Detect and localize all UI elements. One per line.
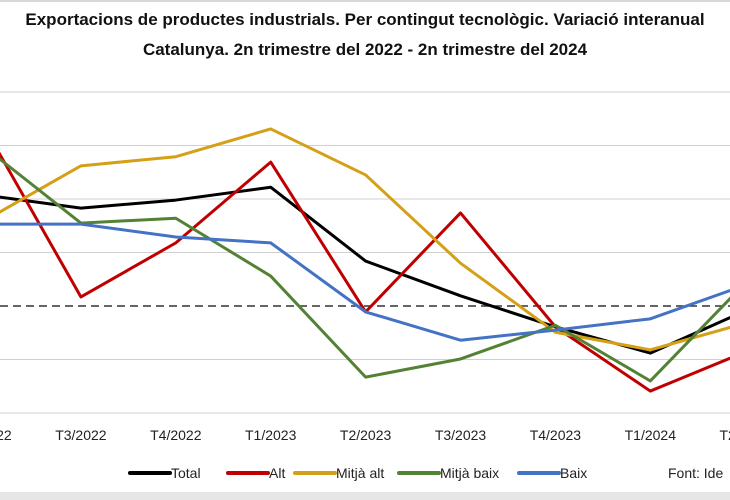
legend-label: Baix [560, 465, 587, 481]
x-tick-label: T4/2023 [530, 427, 582, 443]
x-tick-label: T4/2022 [150, 427, 202, 443]
chart-title: Exportacions de productes industrials. P… [25, 10, 705, 29]
series-lines [0, 127, 730, 393]
legend-label: Mitjà baix [440, 465, 499, 481]
x-tick-label: T2/2024 [720, 427, 730, 443]
x-tick-label: T2/2023 [340, 427, 392, 443]
legend-label: Mitjà alt [336, 465, 384, 481]
source-note: Font: Ide [668, 465, 723, 481]
series-line-2 [0, 127, 730, 352]
x-tick-label: T3/2022 [55, 427, 107, 443]
series-line-0 [0, 185, 730, 355]
series-line-3 [0, 157, 730, 383]
bottom-border [0, 492, 730, 500]
gridlines [0, 91, 730, 414]
top-border [0, 0, 730, 2]
legend-item: Mitjà baix [397, 465, 499, 481]
legend-label: Alt [269, 465, 285, 481]
legend: Total Alt Mitjà alt Mitjà baix Baix [128, 465, 587, 481]
legend-label: Total [171, 465, 201, 481]
chart-subtitle: Catalunya. 2n trimestre del 2022 - 2n tr… [142, 40, 588, 59]
x-tick-label: T3/2023 [435, 427, 487, 443]
legend-item: Alt [226, 465, 285, 481]
legend-item: Mitjà alt [293, 465, 384, 481]
x-tick-labels: T2/2022 T3/2022 T4/2022 T1/2023 T2/2023 T3/20… [0, 427, 730, 443]
series-line-4 [0, 222, 730, 342]
x-tick-label: T1/2024 [625, 427, 677, 443]
x-tick-label: T1/2023 [245, 427, 297, 443]
legend-item: Baix [517, 465, 587, 481]
legend-item: Total [128, 465, 201, 481]
x-tick-label: T2/2022 [0, 427, 12, 443]
